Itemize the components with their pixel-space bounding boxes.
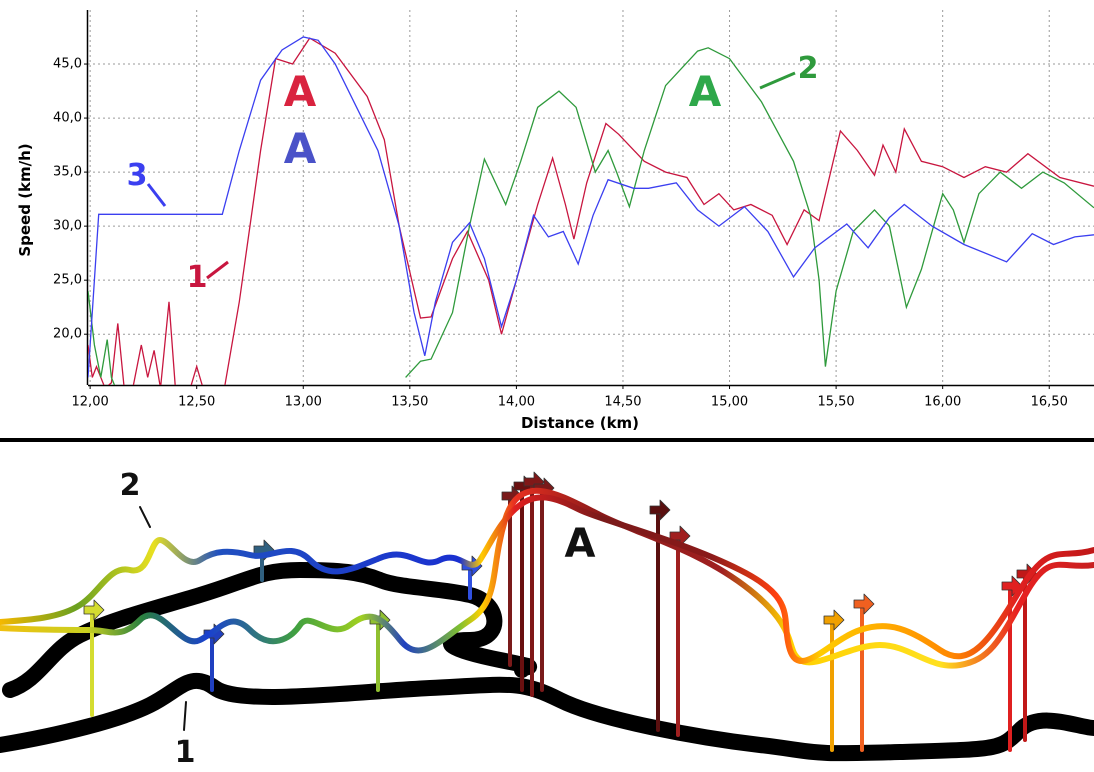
arrow xyxy=(650,500,670,520)
x-tick-label: 13,00 xyxy=(285,395,322,410)
track-drawing: 2 1 A xyxy=(0,468,1094,770)
x-tick-label: 14,00 xyxy=(498,395,535,410)
x-tick-label: 15,50 xyxy=(817,395,854,410)
label-pointer xyxy=(184,702,186,730)
page: {"chart_data": {"type": "line", "ylabel"… xyxy=(0,0,1094,772)
annotation: A xyxy=(689,67,722,116)
y-tick-label: 30,0 xyxy=(53,219,82,234)
track-label: 2 xyxy=(120,468,141,503)
annotation-pointer xyxy=(760,73,795,88)
arrow xyxy=(824,610,844,630)
x-tick-label: 16,50 xyxy=(1031,395,1068,410)
annotation-pointer xyxy=(207,262,228,278)
y-tick-label: 20,0 xyxy=(53,327,82,342)
series-label: 1 xyxy=(187,260,208,295)
series-line xyxy=(88,48,1094,388)
y-axis-title: Speed (km/h) xyxy=(16,143,34,256)
y-tick-label: 35,0 xyxy=(53,165,82,180)
track-1 xyxy=(0,491,1094,666)
annotation-pointer xyxy=(148,184,165,206)
track-2 xyxy=(0,497,1094,661)
series-label: 2 xyxy=(798,51,819,86)
figure: Distance (km) Speed (km/h) 20,0 25,0 30,0 3… xyxy=(0,0,1094,772)
x-tick-label: 14,50 xyxy=(604,395,641,410)
x-tick-label: 12,00 xyxy=(72,395,109,410)
x-axis-title: Distance (km) xyxy=(521,414,639,432)
x-tick-label: 12,50 xyxy=(178,395,215,410)
arrow xyxy=(854,594,874,614)
series-label: 3 xyxy=(127,158,148,193)
section-label: A xyxy=(565,521,596,567)
x-tick-label: 16,00 xyxy=(924,395,961,410)
annotation: A xyxy=(284,124,317,173)
label-pointer xyxy=(140,507,150,527)
x-tick-label: 13,50 xyxy=(391,395,428,410)
track-label: 1 xyxy=(175,735,196,770)
road-lower xyxy=(0,681,1094,753)
y-tick-label: 40,0 xyxy=(53,111,82,126)
chart: Distance (km) Speed (km/h) 20,0 25,0 30,0 3… xyxy=(16,10,1094,432)
x-tick-label: 15,00 xyxy=(711,395,748,410)
y-tick-label: 45,0 xyxy=(53,57,82,72)
y-tick-label: 25,0 xyxy=(53,273,82,288)
annotation: A xyxy=(284,67,317,116)
